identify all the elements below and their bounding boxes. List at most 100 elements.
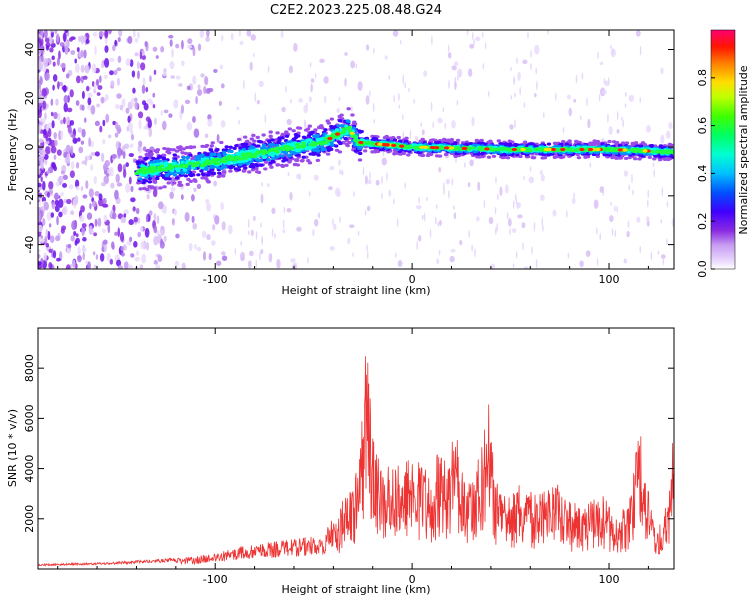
noise-speckle [357,81,363,91]
noise-speckle [384,55,388,60]
heatmap-ridge [134,107,674,192]
noise-speckle [276,258,281,269]
ridge-cell [320,145,325,150]
noise-speckle [369,171,371,180]
ridge-cell [266,139,272,143]
noise-speckle [211,240,216,246]
ridge-cell [301,155,306,159]
ridge-cell [175,155,180,159]
noise-speckle [82,252,85,261]
noise-speckle [213,180,217,187]
ridge-cell [656,153,662,158]
noise-speckle [220,83,225,89]
x-tick-label: 0 [409,573,416,586]
noise-speckle [115,259,122,267]
noise-speckle [76,47,80,52]
noise-speckle [488,216,494,225]
ridge-cell [134,171,139,176]
ridge-cell [242,135,248,139]
ridge-cell [183,174,189,178]
spectrogram-y-axis-label: Frequency (Hz) [6,109,19,192]
ridge-cell [215,157,221,162]
noise-speckle [50,42,56,48]
noise-speckle [490,263,496,269]
noise-speckle [194,244,197,250]
noise-speckle [134,37,139,43]
ridge-cell [203,162,209,166]
noise-speckle [107,30,112,35]
noise-speckle [46,191,51,198]
noise-speckle [218,100,222,107]
noise-speckle [58,198,64,208]
noise-speckle [70,210,75,216]
ridge-cell [266,158,271,162]
ridge-cell [595,139,601,144]
noise-speckle [42,218,46,226]
noise-speckle [58,211,63,218]
noise-speckle [653,169,656,178]
noise-speckle [565,210,568,218]
noise-speckle [256,99,260,105]
ridge-peak [550,147,557,152]
ridge-cell [243,166,248,170]
noise-speckle [145,86,149,93]
ridge-cell [244,153,250,158]
noise-speckle [73,231,77,236]
noise-speckle [74,58,78,64]
noise-speckle [531,246,533,255]
noise-speckle [117,55,122,63]
noise-speckle [191,215,195,224]
ridge-cell [200,176,205,180]
noise-speckle [214,215,220,225]
noise-speckle [92,32,98,37]
noise-speckle [145,214,149,223]
ridge-cell [181,155,186,160]
noise-speckle [388,189,392,197]
ridge-cell [329,147,334,151]
noise-speckle [64,45,69,55]
noise-speckle [102,139,106,145]
noise-speckle [438,167,442,173]
colorbar-ticks: 0.00.20.40.60.8 [696,69,715,278]
noise-speckle [66,116,71,126]
noise-speckle [473,38,475,46]
noise-speckle [449,255,455,263]
noise-speckle [332,218,334,226]
noise-speckle [514,92,516,98]
noise-speckle [626,230,630,238]
figure-title: C2E2.2023.225.08.48.G24 [270,3,442,18]
noise-speckle [141,253,147,264]
ridge-cell [176,145,181,150]
noise-speckle [180,194,184,201]
noise-speckle [423,70,428,77]
x-tick-label: -100 [203,273,228,286]
noise-speckle [317,213,320,218]
ridge-cell [185,182,190,186]
noise-speckle [554,92,557,102]
noise-speckle [456,75,459,81]
noise-speckle [45,146,51,155]
noise-speckle [267,65,270,73]
noise-speckle [138,140,143,147]
ridge-cell [152,179,157,183]
colorbar-tick-label: 0.4 [696,165,709,183]
noise-speckle [398,92,400,102]
ridge-peak [595,147,601,152]
ridge-cell [434,154,440,158]
noise-speckle [120,216,127,224]
noise-speckle [227,224,233,235]
noise-speckle [347,237,351,245]
noise-speckle [91,63,97,74]
ridge-cell [196,173,201,177]
noise-speckle [543,112,545,118]
ridge-cell [602,148,607,152]
noise-speckle [163,109,169,114]
noise-speckle [296,226,302,232]
noise-speckle [399,40,402,45]
ridge-cell [296,134,301,138]
ridge-cell [172,181,177,185]
noise-speckle [429,228,432,239]
noise-speckle [206,202,212,212]
noise-speckle [38,42,41,49]
noise-speckle [628,94,635,102]
